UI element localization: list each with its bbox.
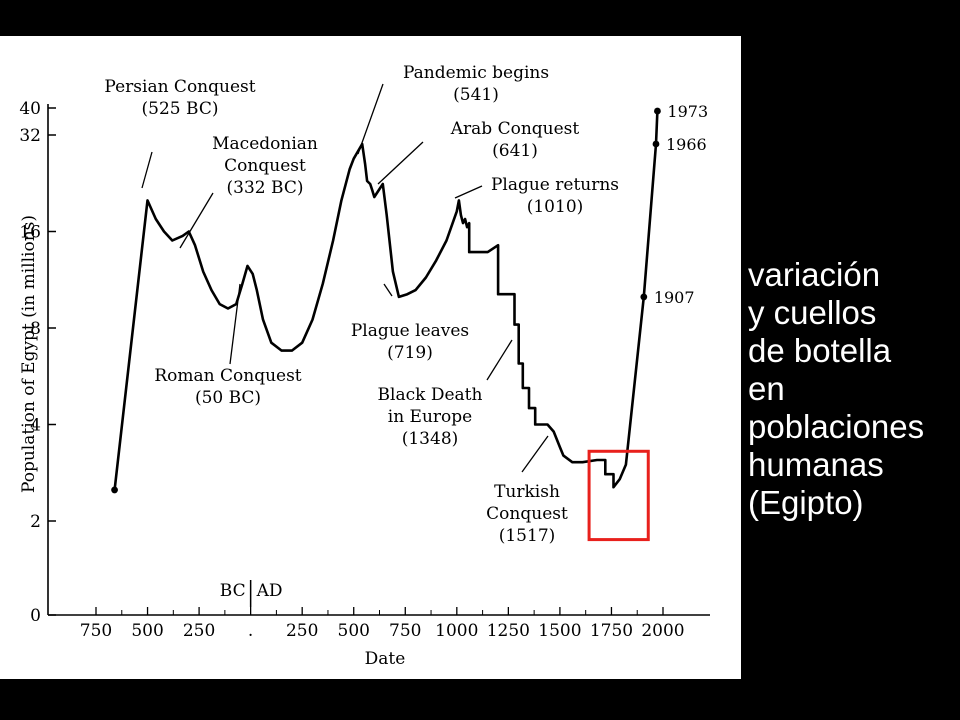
annotation-leader: [141, 151, 153, 189]
annotation-text: (641): [492, 141, 538, 161]
x-tick-label: 1750: [590, 621, 633, 641]
annotation-text: (50 BC): [195, 388, 261, 408]
x-axis-title: Date: [365, 649, 406, 669]
annotation-text: Macedonian: [212, 134, 318, 154]
y-tick-label: 40: [19, 99, 41, 119]
data-point: [652, 140, 660, 148]
x-tick-label: 250: [183, 621, 215, 641]
annotation-text: Arab Conquest: [450, 119, 580, 139]
x-tick-label: 500: [131, 621, 163, 641]
annotation-text: Conquest: [224, 156, 306, 176]
annotation-text: Pandemic begins: [403, 63, 549, 83]
annotation-text: Roman Conquest: [154, 366, 301, 386]
y-tick-label: 32: [19, 126, 41, 146]
x-tick-label: .: [248, 621, 253, 641]
bottleneck-highlight-box: [587, 449, 650, 542]
annotation-text: Conquest: [486, 504, 568, 524]
point-label: 1966: [666, 135, 707, 154]
annotation-leader: [179, 192, 214, 249]
x-tick-label: 750: [80, 621, 112, 641]
caption-line: humanas: [748, 446, 884, 483]
data-point: [654, 107, 661, 115]
annotation-text: (719): [387, 343, 433, 363]
x-tick-label: 2000: [641, 621, 684, 641]
y-tick-label: 2: [30, 512, 41, 532]
caption-line: y cuellos: [748, 294, 877, 331]
caption-line: (Egipto): [748, 484, 864, 521]
annotation-leader: [454, 185, 483, 199]
x-tick-label: 1500: [538, 621, 581, 641]
y-axis-title: Population of Egypt (in millions): [19, 215, 39, 493]
annotation-text: in Europe: [388, 407, 472, 427]
era-label-ad: AD: [256, 581, 283, 601]
x-tick-label: 500: [338, 621, 370, 641]
annotation-text: (1348): [402, 429, 459, 449]
x-tick-label: 1250: [487, 621, 530, 641]
x-tick-label: 1000: [435, 621, 478, 641]
chart-panel: 0 2 4 8 16 32 40 750 500 250. 250 500 750 1000 1250 150…: [0, 36, 741, 679]
annotation-text: (1010): [527, 197, 584, 217]
annotation-leader: [229, 283, 241, 365]
caption-line: variación: [748, 256, 881, 293]
annotation-text: Plague returns: [491, 175, 619, 195]
caption-line: de botella: [748, 332, 892, 369]
population-chart: 0 2 4 8 16 32 40 750 500 250. 250 500 750 1000 1250 150…: [19, 63, 710, 669]
data-point: [640, 293, 648, 301]
annotation-leader: [357, 83, 384, 155]
annotation-leader: [377, 141, 424, 185]
y-tick-label: 16: [19, 223, 41, 243]
y-tick-label: 8: [30, 319, 41, 339]
x-tick-label: 250: [286, 621, 318, 641]
annotation-text: (1517): [499, 526, 556, 546]
annotation-leader: [486, 339, 513, 381]
annotation-text: Black Death: [378, 385, 483, 405]
y-tick-label: 0: [30, 606, 41, 626]
x-tick-label: 750: [389, 621, 421, 641]
annotation-text: (525 BC): [142, 99, 219, 119]
data-point: [111, 486, 118, 494]
era-label-bc: BC: [220, 581, 246, 601]
point-label: 1907: [654, 288, 695, 307]
annotation-text: (541): [453, 85, 499, 105]
caption-line: en: [748, 370, 785, 407]
annotation-text: Turkish: [494, 482, 560, 502]
annotation-text: Plague leaves: [351, 321, 469, 341]
population-series-line: [113, 111, 659, 491]
caption: variación y cuellos de botella en poblac…: [748, 256, 958, 522]
annotation-text: Persian Conquest: [104, 77, 255, 97]
annotation-text: (332 BC): [227, 178, 304, 198]
y-tick-label: 4: [30, 416, 41, 436]
annotation-leader: [521, 435, 549, 473]
point-label: 1973: [667, 102, 708, 121]
annotation-leader: [383, 283, 393, 297]
caption-line: poblaciones: [748, 408, 925, 445]
